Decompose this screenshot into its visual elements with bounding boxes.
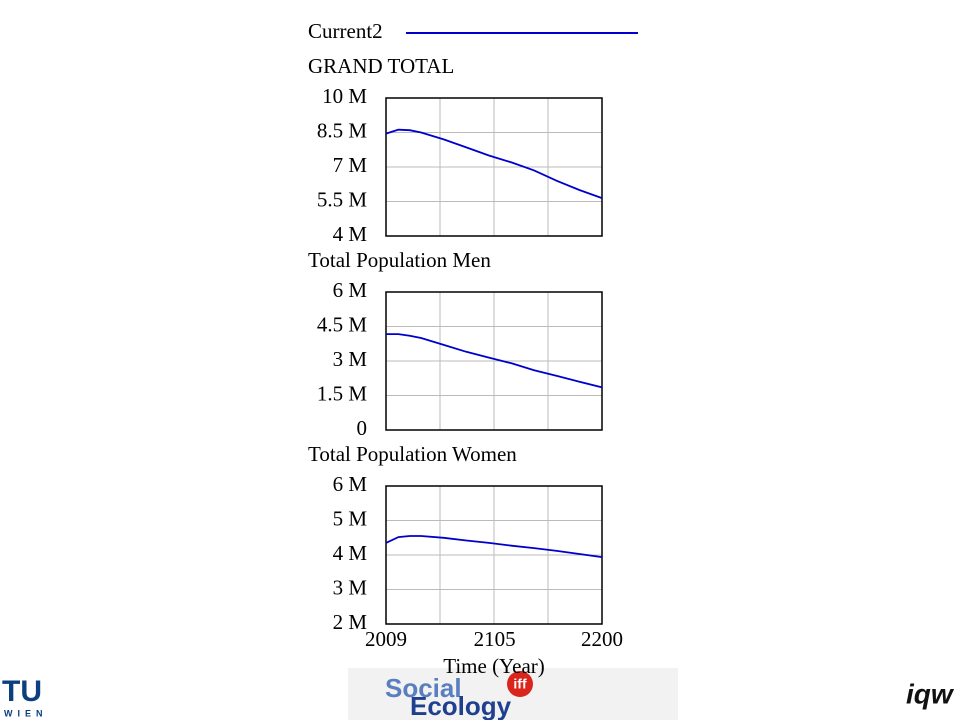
chart-title: Total Population Men (308, 248, 491, 272)
series-line (386, 333, 603, 389)
y-tick-label: 5.5 M (317, 187, 368, 211)
y-tick-label: 4.5 M (317, 312, 368, 336)
y-tick-label: 1.5 M (317, 381, 368, 405)
y-tick-label: 0 (357, 416, 368, 440)
logo-ecology: Ecology (410, 691, 512, 720)
tu-logo: TU (2, 675, 42, 708)
plot-frame (385, 291, 603, 431)
y-tick-label: 7 M (333, 153, 368, 177)
plot-frame (385, 97, 603, 237)
logo-social: Social (385, 673, 462, 703)
y-tick-label: 10 M (322, 84, 367, 108)
x-tick-label: 2105 (474, 627, 516, 651)
footer: TU WIEN Social Ecology iff iqw (2, 668, 955, 720)
y-tick-label: 2 M (333, 610, 368, 634)
x-tick-label: 2200 (581, 627, 623, 651)
y-tick-label: 6 M (333, 472, 368, 496)
iff-badge (507, 671, 533, 697)
plot-frame (385, 485, 603, 625)
x-tick-label: 2009 (365, 627, 407, 651)
y-tick-label: 5 M (333, 506, 368, 530)
y-tick-label: 4 M (333, 541, 368, 565)
chart-title: Total Population Women (308, 442, 517, 466)
series-line (385, 535, 603, 558)
y-tick-label: 6 M (333, 278, 368, 302)
x-axis-label: Time (Year) (443, 654, 545, 678)
legend-label: Current2 (308, 19, 383, 43)
y-tick-label: 3 M (333, 347, 368, 371)
series-line (385, 128, 603, 199)
y-tick-label: 3 M (333, 575, 368, 599)
y-tick-label: 4 M (333, 222, 368, 246)
iqw-logo: iqw (906, 678, 955, 709)
chart-title: GRAND TOTAL (308, 54, 454, 78)
tu-wien: WIEN (4, 708, 48, 718)
iff-text: iff (513, 676, 527, 692)
y-tick-label: 8.5 M (317, 118, 368, 142)
